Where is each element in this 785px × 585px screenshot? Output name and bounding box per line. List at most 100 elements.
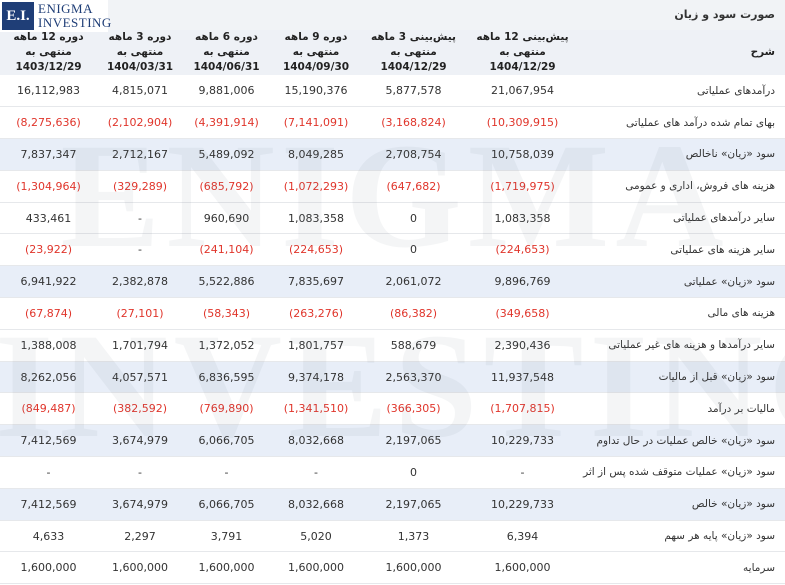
cell: 4,057,571 xyxy=(112,370,168,384)
cell: (1,341,510) xyxy=(283,402,349,416)
cell: (7,141,091) xyxy=(283,116,349,130)
cell: 2,563,370 xyxy=(385,370,442,384)
column-header-line: پیش‌بینی 12 ماهه منتهی به xyxy=(476,31,569,58)
column-header-line: 1404/03/31 xyxy=(106,61,174,73)
cell: 1,600,000 xyxy=(20,561,77,575)
row-label: سود «زیان» عملیات متوقف شده پس از اثر ما… xyxy=(580,466,775,479)
cell: 2,712,167 xyxy=(112,147,168,161)
cell: 9,896,769 xyxy=(494,275,551,289)
cell: 1,373 xyxy=(397,529,430,543)
header-row: شرح پیش‌بینی 12 ماهه منتهی به 1404/12/29 پی… xyxy=(0,30,785,75)
cell: 3,674,979 xyxy=(112,434,168,448)
cell: 5,522,886 xyxy=(198,275,255,289)
cell: 4,815,071 xyxy=(112,84,168,98)
cell: 1,600,000 xyxy=(385,561,442,575)
cell: 16,112,983 xyxy=(17,84,80,98)
cell: (1,072,293) xyxy=(283,179,349,193)
cell: (3,168,824) xyxy=(381,116,446,130)
cell: - xyxy=(138,243,142,257)
cell: (86,382) xyxy=(389,306,438,320)
cell: 7,412,569 xyxy=(20,434,77,448)
table-row: سود «زیان» قبل از مالیات 11,937,548 2,563,… xyxy=(0,361,785,393)
column-header-line: دوره 12 ماهه منتهی به xyxy=(13,31,84,58)
column-header-line: دوره 9 ماهه منتهی به xyxy=(284,31,348,58)
column-header: شرح xyxy=(750,46,775,58)
cell: 6,941,922 xyxy=(20,275,77,289)
row-label: سایر درآمدهای عملیاتی xyxy=(673,212,775,225)
row-label: سود «زیان» خالص عملیات در حال تداوم xyxy=(596,434,775,447)
row-label: سود «زیان» ناخالص xyxy=(685,148,775,161)
row-label: سرمایه xyxy=(743,561,775,574)
cell: 4,633 xyxy=(32,529,65,543)
cell: (23,922) xyxy=(24,243,73,257)
row-label: سود «زیان» خالص xyxy=(691,498,775,511)
logo-text: INVESTING xyxy=(38,15,112,30)
table-row: مالیات بر درآمد (1,707,815) (366,305) (1,34… xyxy=(0,393,785,425)
cell: (27,101) xyxy=(116,306,164,320)
cell: 7,837,347 xyxy=(20,147,77,161)
cell: 6,836,595 xyxy=(198,370,255,384)
cell: 5,020 xyxy=(300,529,332,543)
table-row: سایر هزینه های عملیاتی (224,653) 0 (224,653… xyxy=(0,234,785,266)
column-header: دوره 6 ماهه منتهی به 1404/06/31 xyxy=(183,30,270,75)
cell: 588,679 xyxy=(390,338,437,352)
column-header-line: 1404/12/29 xyxy=(489,61,556,73)
cell: 2,197,065 xyxy=(385,434,442,448)
cell: 2,197,065 xyxy=(385,497,442,511)
logo-text: ENIGMA xyxy=(38,1,93,16)
cell: 1,083,358 xyxy=(288,211,344,225)
row-label: هزینه های فروش، اداری و عمومی xyxy=(625,180,775,193)
cell: 7,412,569 xyxy=(20,497,77,511)
cell: 8,032,668 xyxy=(288,497,344,511)
cell: 5,489,092 xyxy=(198,147,255,161)
cell: (224,653) xyxy=(288,243,344,257)
cell: 7,835,697 xyxy=(288,275,344,289)
cell: 10,758,039 xyxy=(491,147,554,161)
row-label: سایر هزینه های عملیاتی xyxy=(670,243,775,256)
row-label: سود «زیان» پایه هر سهم xyxy=(664,530,775,543)
cell: (366,305) xyxy=(386,402,441,416)
cell: 1,372,052 xyxy=(198,338,255,352)
row-label: سود «زیان» عملیاتی xyxy=(683,275,775,288)
cell: 0 xyxy=(410,211,417,225)
cell: 2,297 xyxy=(124,529,156,543)
row-label: هزینه های مالی xyxy=(707,307,775,320)
cell: (769,890) xyxy=(199,402,254,416)
column-header: دوره 3 ماهه منتهی به 1404/03/31 xyxy=(97,30,183,75)
cell: (1,719,975) xyxy=(490,179,555,193)
cell: 1,388,008 xyxy=(20,338,77,352)
cell: (685,792) xyxy=(199,179,254,193)
column-header: پیش‌بینی 12 ماهه منتهی به 1404/12/29 xyxy=(465,30,580,75)
header-bar: صورت سود و زیان xyxy=(0,0,785,30)
cell: 3,674,979 xyxy=(112,497,168,511)
cell: 8,049,285 xyxy=(288,147,344,161)
table-row: بهای تمام شده درآمد های عملیاتی (10,309,9… xyxy=(0,107,785,139)
cell: - xyxy=(138,211,142,225)
column-header-line: 1404/12/29 xyxy=(380,61,447,73)
row-label: بهای تمام شده درآمد های عملیاتی xyxy=(626,116,775,129)
cell: 1,701,794 xyxy=(112,338,168,352)
cell: (10,309,915) xyxy=(486,116,559,130)
row-label: مالیات بر درآمد xyxy=(707,402,775,415)
column-header-line: 1404/09/30 xyxy=(282,61,350,73)
cell: (1,707,815) xyxy=(490,402,555,416)
row-label: سود «زیان» قبل از مالیات xyxy=(658,371,775,384)
cell: (241,104) xyxy=(199,243,254,257)
cell: 1,083,358 xyxy=(494,211,551,225)
column-header: پیش‌بینی 3 ماهه منتهی به 1404/12/29 xyxy=(362,30,465,75)
cell: 433,461 xyxy=(25,211,72,225)
cell: (2,102,904) xyxy=(107,116,173,130)
column-header: دوره 9 ماهه منتهی به 1404/09/30 xyxy=(270,30,362,75)
column-header-line: پیش‌بینی 3 ماهه منتهی به xyxy=(371,31,456,58)
column-header-line: 1404/06/31 xyxy=(193,61,260,73)
table-row: سود «زیان» خالص عملیات در حال تداوم 10,22… xyxy=(0,424,785,457)
cell: (263,276) xyxy=(288,306,344,320)
table-row: سرمایه 1,600,000 1,600,000 1,600,000 1,600,0… xyxy=(0,552,785,584)
table-row: سایر درآمدها و هزینه های غیر عملیاتی 2,39… xyxy=(0,329,785,362)
cell: 2,390,436 xyxy=(494,338,551,352)
cell: 1,600,000 xyxy=(494,561,551,575)
cell: 6,066,705 xyxy=(198,497,255,511)
cell: (1,304,964) xyxy=(16,179,81,193)
cell: 2,382,878 xyxy=(112,275,168,289)
cell: 15,190,376 xyxy=(284,84,348,98)
